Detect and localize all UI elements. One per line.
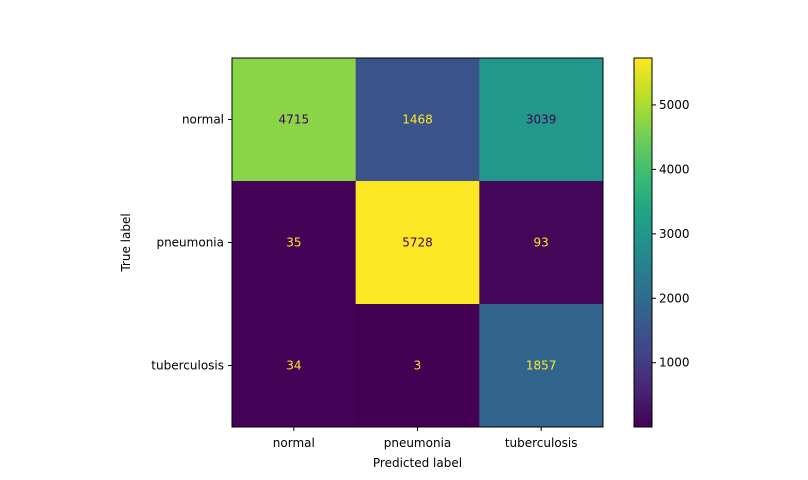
x-tick-label: pneumonia — [384, 436, 452, 450]
x-tick-label: tuberculosis — [505, 436, 578, 450]
colorbar-tick-label: 5000 — [659, 98, 690, 112]
x-tick-label: normal — [273, 436, 315, 450]
cell-value-label: 3 — [414, 359, 422, 373]
heatmap-cell — [355, 181, 480, 305]
y-tick-label: normal — [182, 113, 224, 127]
colorbar — [633, 57, 653, 428]
heatmap-cell — [355, 304, 480, 428]
cell-value-label: 1857 — [526, 359, 557, 373]
y-tick-label: tuberculosis — [151, 359, 224, 373]
y-axis-ticks: normal pneumonia tuberculosis — [151, 113, 232, 373]
x-axis-ticks: normal pneumonia tuberculosis — [273, 427, 578, 450]
cell-value-label: 1468 — [402, 113, 433, 127]
heatmap-cell — [232, 58, 357, 182]
heatmap-cell — [479, 58, 604, 182]
cell-value-label: 35 — [286, 236, 301, 250]
colorbar-tick-label: 2000 — [659, 291, 690, 305]
heatmap-cell — [479, 304, 604, 428]
cell-value-label: 3039 — [526, 113, 557, 127]
colorbar-tick-label: 3000 — [659, 227, 690, 241]
y-tick-label: pneumonia — [156, 236, 224, 250]
cell-value-labels: 4715 1468 3039 35 5728 93 34 3 1857 — [279, 113, 557, 373]
heatmap-cell — [479, 181, 604, 305]
cell-value-label: 4715 — [279, 113, 310, 127]
heatmap-cell — [232, 181, 357, 305]
cell-value-label: 34 — [286, 359, 301, 373]
heatmap-cell — [355, 58, 480, 182]
heatmap-cell — [232, 304, 357, 428]
colorbar-ticks: 1000 2000 3000 4000 5000 — [652, 98, 690, 370]
cell-value-label: 5728 — [402, 236, 433, 250]
heatmap-cells — [232, 58, 604, 428]
cell-value-label: 93 — [534, 236, 549, 250]
x-axis-label: Predicted label — [373, 456, 462, 470]
colorbar-tick-label: 4000 — [659, 162, 690, 176]
colorbar-tick-label: 1000 — [659, 356, 690, 370]
y-axis-label: True label — [119, 213, 133, 272]
